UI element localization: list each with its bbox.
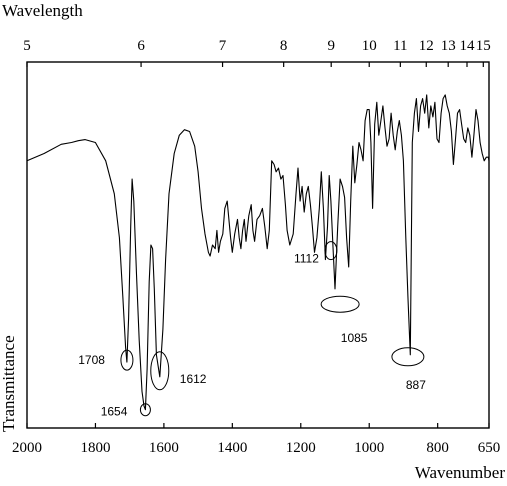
bottom-tick-label: 650 xyxy=(478,440,501,456)
top-tick-label: 12 xyxy=(419,38,434,54)
annotation-marker xyxy=(324,241,338,261)
top-tick-label: 14 xyxy=(460,38,476,54)
bottom-tick-label: 1000 xyxy=(354,440,384,456)
bottom-tick-label: 1800 xyxy=(80,440,110,456)
annotation-marker xyxy=(120,349,134,371)
plot-frame xyxy=(26,61,490,429)
annotation-marker xyxy=(320,295,360,313)
top-tick-label: 9 xyxy=(327,38,335,54)
bottom-tick-label: 2000 xyxy=(12,440,42,456)
annotation-label: 1612 xyxy=(180,372,207,386)
annotation-label: 1654 xyxy=(101,405,128,419)
bottom-tick-label: 800 xyxy=(426,440,449,456)
annotation-label: 887 xyxy=(406,378,426,392)
bottom-tick-label: 1200 xyxy=(286,440,316,456)
top-tick-label: 8 xyxy=(280,38,288,54)
top-tick-label: 6 xyxy=(137,38,145,54)
top-tick-label: 10 xyxy=(362,38,377,54)
annotation-marker xyxy=(150,351,170,391)
top-tick-label: 13 xyxy=(441,38,456,54)
top-tick-label: 5 xyxy=(23,38,31,54)
annotation-label: 1112 xyxy=(294,252,319,266)
bottom-axis-label: Wavenumber xyxy=(415,463,506,482)
bottom-tick-label: 1600 xyxy=(149,440,179,456)
top-tick-label: 7 xyxy=(219,38,227,54)
annotation-marker xyxy=(391,347,425,367)
annotation-label: 1085 xyxy=(341,331,368,345)
annotation-marker xyxy=(139,403,151,417)
y-axis-label: Transmittance xyxy=(0,335,18,432)
annotation-label: 1708 xyxy=(78,353,105,367)
spectrum-line xyxy=(26,94,490,411)
top-tick-label: 11 xyxy=(393,38,407,54)
top-tick-label: 15 xyxy=(476,38,491,54)
top-axis-label: Wavelength xyxy=(2,1,83,20)
bottom-tick-label: 1400 xyxy=(217,440,247,456)
